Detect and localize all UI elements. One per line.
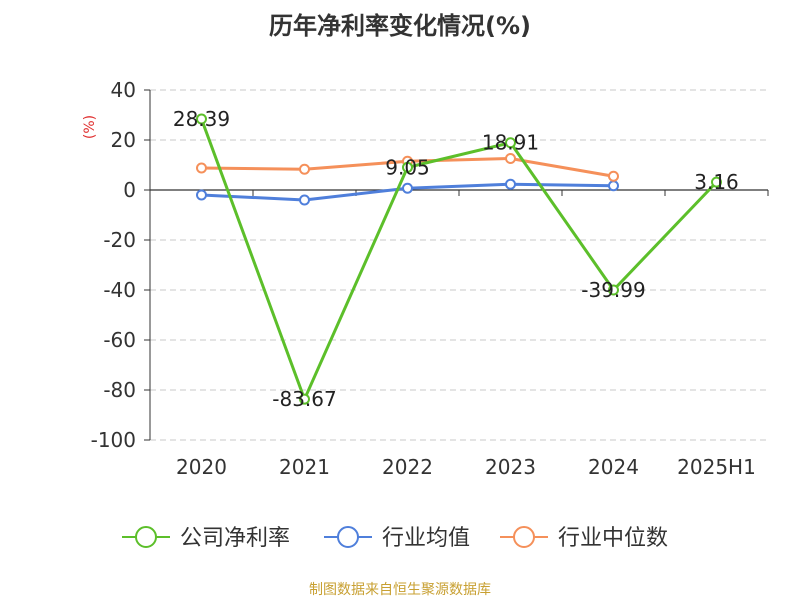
data-point xyxy=(608,180,619,192)
x-tick-label: 2023 xyxy=(485,455,536,479)
data-point xyxy=(196,189,207,201)
y-tick-label: 0 xyxy=(123,178,136,202)
y-tick-label: 40 xyxy=(111,78,136,102)
legend-item: 行业均值 xyxy=(324,526,470,551)
data-label: 9.05 xyxy=(385,155,430,179)
data-point xyxy=(299,393,310,405)
data-point xyxy=(505,137,516,149)
y-tick-label: -40 xyxy=(103,278,136,302)
legend-item: 行业中位数 xyxy=(500,526,668,551)
series-line xyxy=(200,118,718,401)
data-label-layer: 28.39 -83.67 9.05 18.91 -39.99 3.16 xyxy=(173,107,739,411)
y-tick-label: -20 xyxy=(103,228,136,252)
data-point xyxy=(505,178,516,190)
legend-item: 公司净利率 xyxy=(122,526,290,551)
x-tick-label: 2022 xyxy=(382,455,433,479)
series-2 xyxy=(196,153,619,182)
legend-label: 公司净利率 xyxy=(180,526,290,551)
y-tick-label: -60 xyxy=(103,328,136,352)
data-label: -39.99 xyxy=(581,278,645,302)
data-point xyxy=(196,162,207,174)
data-label: 28.39 xyxy=(173,107,230,131)
x-tick-label: 2021 xyxy=(279,455,330,479)
series-0 xyxy=(196,113,722,405)
data-label: 18.91 xyxy=(482,131,539,155)
legend: 公司净利率 行业均值 行业中位数 xyxy=(122,526,668,551)
x-tick-label: 2024 xyxy=(588,455,639,479)
y-tick-label: -100 xyxy=(91,428,136,452)
data-point xyxy=(402,161,413,173)
chart-title: 历年净利率变化情况(%) xyxy=(269,12,531,40)
series-1 xyxy=(196,178,619,206)
legend-marker-icon xyxy=(513,526,535,548)
data-point xyxy=(608,284,619,296)
x-tick-label: 2025H1 xyxy=(677,455,756,479)
axis-layer: 40 20 0 -20 -40 -60 -80 -100 2020 2021 2022 2023 202… xyxy=(91,78,769,479)
y-tick-label: -80 xyxy=(103,378,136,402)
series-layer xyxy=(196,113,722,405)
data-label: 3.16 xyxy=(694,170,739,194)
data-point xyxy=(711,176,722,188)
x-tick-label: 2020 xyxy=(176,455,227,479)
legend-label: 行业中位数 xyxy=(558,526,668,551)
data-point xyxy=(299,163,310,175)
legend-label: 行业均值 xyxy=(382,526,470,551)
y-axis-unit-label: (%) xyxy=(82,115,98,139)
data-point xyxy=(608,170,619,182)
data-label: -83.67 xyxy=(272,387,336,411)
data-point xyxy=(299,194,310,206)
legend-marker-icon xyxy=(337,526,359,548)
data-point xyxy=(402,182,413,194)
source-note: 制图数据来自恒生聚源数据库 xyxy=(309,582,491,598)
data-point xyxy=(196,113,207,125)
data-point xyxy=(505,153,516,164)
grid-layer xyxy=(150,89,768,441)
y-tick-label: 20 xyxy=(111,128,136,152)
legend-marker-icon xyxy=(135,526,157,548)
